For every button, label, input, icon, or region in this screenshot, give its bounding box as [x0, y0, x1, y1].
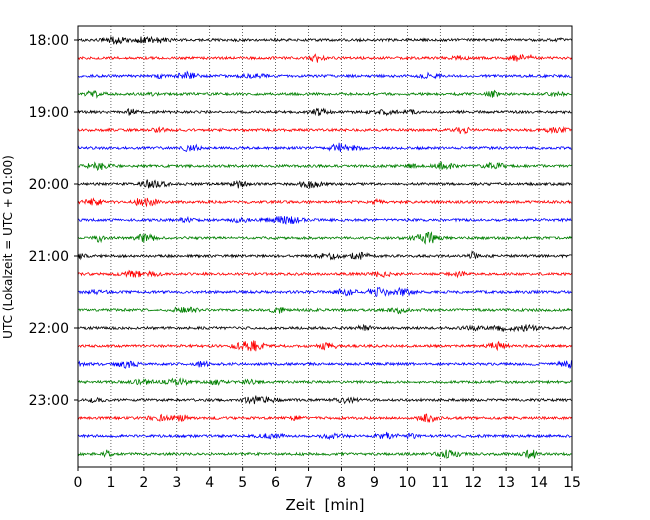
trace-line: [77, 142, 572, 152]
trace-line: [77, 231, 572, 245]
x-tick-label: 6: [271, 475, 280, 491]
x-tick-label: 12: [464, 475, 482, 491]
trace-line: [77, 215, 572, 225]
trace-line: [77, 161, 572, 172]
y-axis-label: UTC (Lokalzeit = UTC + 01:00): [1, 155, 15, 339]
x-tick-label: 2: [139, 475, 148, 491]
plot-frame: [77, 25, 573, 468]
trace-line: [77, 125, 572, 135]
trace-line: [77, 197, 572, 208]
trace-line: [77, 286, 572, 298]
trace-line: [77, 70, 572, 80]
x-ticks: 0 1 2 3 4 5 6 7 8 9 10 11 12 13 14 15: [74, 467, 581, 491]
trace-line: [77, 306, 572, 315]
y-tick-label: 18:00: [29, 33, 69, 49]
trace-line: [77, 269, 572, 279]
x-tick-label: 4: [205, 475, 214, 491]
traces: [77, 35, 572, 460]
trace-line: [77, 250, 572, 261]
trace-line: [77, 35, 572, 45]
y-ticks: 18:00 19:00 20:00 21:00 22:00 23:00: [29, 33, 78, 409]
x-tick-label: 3: [172, 475, 181, 491]
x-tick-label: 10: [398, 475, 416, 491]
y-tick-label: 20:00: [29, 177, 69, 193]
trace-line: [77, 53, 572, 63]
x-tick-label: 8: [337, 475, 346, 491]
x-tick-label: 11: [431, 475, 449, 491]
y-tick-label: 19:00: [29, 105, 69, 121]
x-tick-label: 5: [238, 475, 247, 491]
trace-line: [77, 89, 572, 99]
y-tick-label: 23:00: [29, 393, 69, 409]
x-tick-label: 14: [530, 475, 548, 491]
x-tick-label: 1: [106, 475, 115, 491]
trace-line: [77, 449, 572, 460]
trace-line: [77, 360, 572, 370]
y-tick-label: 22:00: [29, 321, 69, 337]
x-axis-label: Zeit [min]: [285, 496, 364, 514]
trace-line: [77, 323, 572, 333]
trace-line: [77, 377, 572, 387]
trace-line: [77, 431, 572, 441]
trace-line: [77, 413, 572, 423]
trace-line: [77, 340, 572, 352]
trace-line: [77, 107, 572, 117]
x-tick-label: 15: [563, 475, 581, 491]
trace-line: [77, 179, 572, 189]
trace-line: [77, 395, 572, 405]
x-tick-label: 0: [74, 475, 83, 491]
x-tick-label: 7: [304, 475, 313, 491]
x-tick-label: 9: [370, 475, 379, 491]
x-tick-label: 13: [497, 475, 515, 491]
y-tick-label: 21:00: [29, 249, 69, 265]
